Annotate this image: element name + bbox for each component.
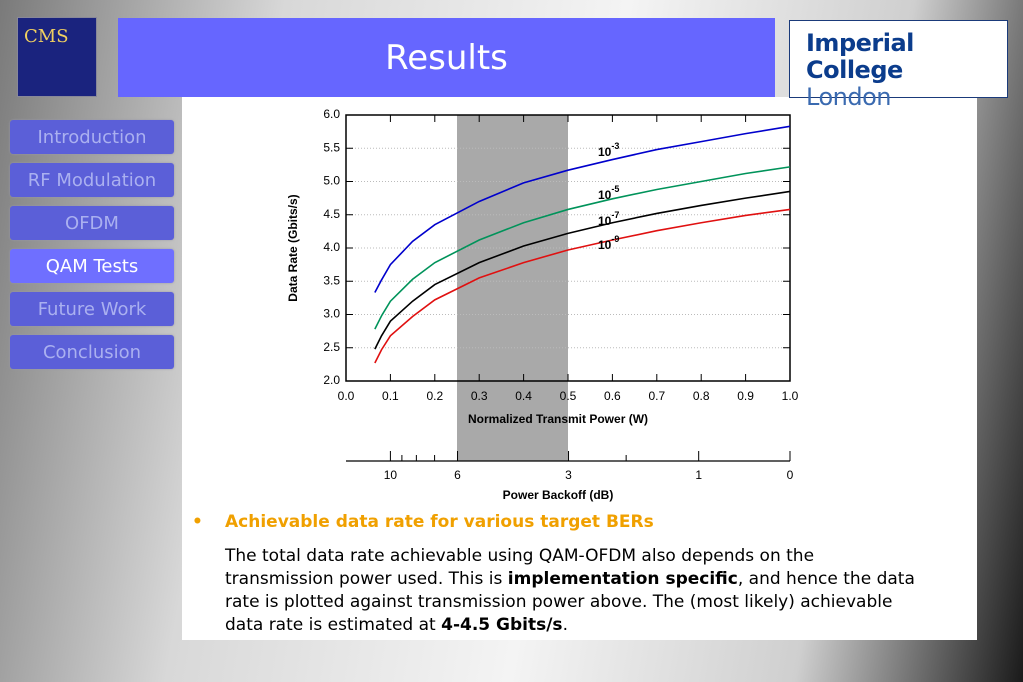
y-tick-label: 3.5: [323, 273, 340, 287]
x-tick-label: 0.7: [648, 389, 665, 403]
series-label-exp: -9: [611, 234, 619, 244]
y-tick-label: 2.0: [323, 373, 340, 387]
x2-tick-label: 10: [384, 468, 398, 482]
paragraph-text: 4-4.5 Gbits/s: [441, 615, 563, 635]
paragraph-text: The total data rate achievable using QAM…: [225, 546, 815, 589]
y-tick-label: 2.5: [323, 340, 340, 354]
shaded-region: [457, 115, 568, 461]
x-tick-label: 1.0: [782, 389, 799, 403]
line-series: [374, 125, 791, 293]
x-tick-label: 0.3: [471, 389, 488, 403]
paragraph: The total data rate achievable using QAM…: [225, 545, 925, 637]
bullet-text: Achievable data rate for various target …: [225, 512, 654, 532]
nav-button[interactable]: RF Modulation: [10, 163, 174, 197]
x2-tick-label: 3: [565, 468, 572, 482]
nav-button[interactable]: Future Work: [10, 292, 174, 326]
x-axis-label: Normalized Transmit Power (W): [468, 412, 648, 426]
series-label-exp: -5: [611, 184, 619, 194]
cms-logo: CMS: [17, 17, 97, 97]
x-tick-label: 0.5: [560, 389, 577, 403]
series-label: 10-9: [598, 234, 619, 252]
plot-frame: [345, 114, 791, 382]
x-tick-label: 0.1: [382, 389, 399, 403]
x2-tick-label: 1: [695, 468, 702, 482]
logo-line: London: [806, 83, 891, 111]
series-label-exp: -3: [611, 141, 619, 151]
line-series: [374, 166, 791, 330]
series-label: 10-7: [598, 210, 619, 228]
x-tick-label: 0.0: [338, 389, 355, 403]
nav-button[interactable]: Conclusion: [10, 335, 174, 369]
x-tick-label: 0.9: [737, 389, 754, 403]
y-tick-label: 3.0: [323, 307, 340, 321]
series-label-base: 10: [598, 214, 612, 228]
content-area: [182, 97, 977, 640]
line-series: [374, 208, 791, 364]
y-axis-label: Data Rate (Gbits/s): [286, 194, 300, 301]
x2-tick-label: 0: [787, 468, 794, 482]
x-tick-label: 0.8: [693, 389, 710, 403]
imperial-logo: Imperial College London: [789, 20, 1008, 111]
y-tick-label: 5.5: [323, 140, 340, 154]
y-tick-label: 4.0: [323, 240, 340, 254]
y-tick-label: 4.5: [323, 207, 340, 221]
bullet: • Achievable data rate for various target…: [192, 512, 654, 532]
nav-button[interactable]: OFDM: [10, 206, 174, 240]
nav-button[interactable]: Introduction: [10, 120, 174, 154]
paragraph-text: implementation specific: [507, 569, 738, 589]
series-label: 10-5: [598, 184, 619, 202]
logo-line: Imperial College: [806, 29, 914, 84]
paragraph-text: , and hence the data rate is plotted aga…: [225, 569, 915, 635]
series-label-base: 10: [598, 188, 612, 202]
title: Results: [118, 18, 775, 97]
x2-axis-label: Power Backoff (dB): [503, 488, 614, 502]
series-label: 10-3: [598, 141, 619, 159]
series-label-base: 10: [598, 238, 612, 252]
line-series: [374, 190, 791, 350]
paragraph-text: .: [562, 615, 568, 635]
series-label-exp: -7: [611, 210, 619, 220]
x-tick-label: 0.4: [515, 389, 532, 403]
x-tick-label: 0.2: [426, 389, 443, 403]
series-label-base: 10: [598, 145, 612, 159]
y-tick-label: 6.0: [323, 107, 340, 121]
nav-button[interactable]: QAM Tests: [10, 249, 174, 283]
y-tick-label: 5.0: [323, 174, 340, 188]
x2-tick-label: 6: [454, 468, 461, 482]
x-tick-label: 0.6: [604, 389, 621, 403]
